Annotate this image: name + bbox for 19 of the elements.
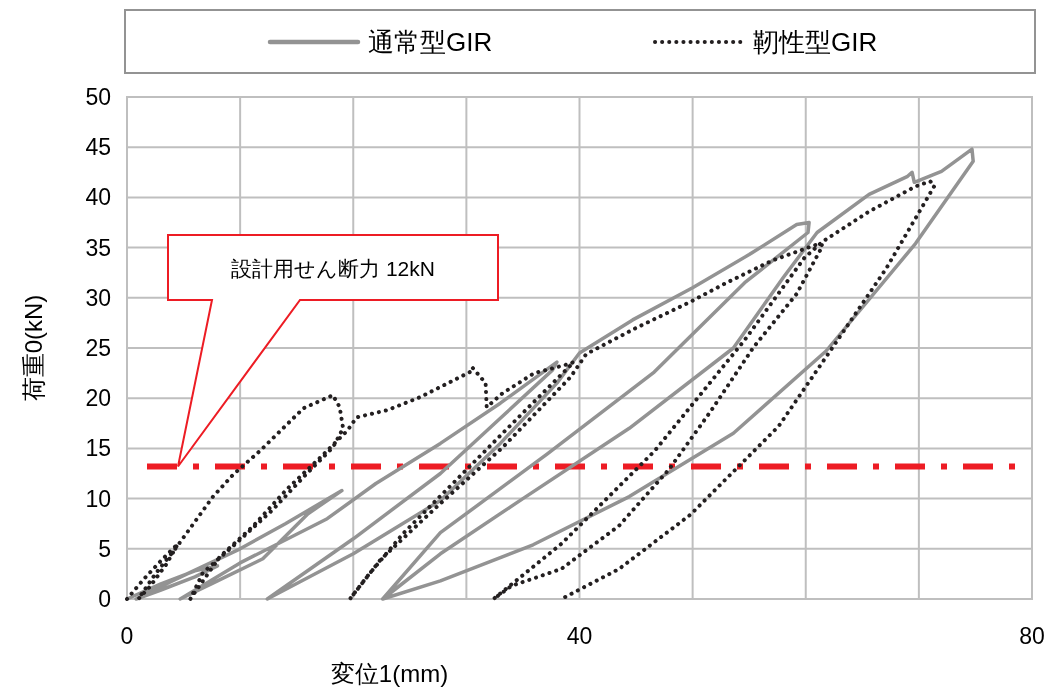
x-tick: 40: [566, 623, 593, 649]
y-tick: 45: [85, 134, 111, 161]
x-tick: 80: [1019, 623, 1045, 649]
y-tick: 40: [85, 184, 111, 211]
y-tick: 25: [85, 335, 111, 361]
legend-label: 通常型GIR: [368, 27, 493, 57]
y-tick: 5: [98, 535, 111, 562]
y-tick: 20: [85, 385, 111, 412]
y-tick: 10: [85, 485, 111, 512]
x-label: 変位1(mm): [330, 660, 449, 687]
y-tick: 0: [98, 586, 111, 612]
y-tick: 35: [85, 234, 111, 261]
annotation: 設計用せん断力 12kN: [231, 256, 435, 280]
x-tick: 0: [120, 623, 134, 649]
y-tick: 50: [85, 84, 111, 110]
y-tick: 15: [85, 435, 111, 462]
y-label: 荷重0(kN): [20, 294, 47, 402]
y-tick: 30: [85, 284, 111, 311]
legend-label: 靭性型GIR: [753, 27, 878, 57]
